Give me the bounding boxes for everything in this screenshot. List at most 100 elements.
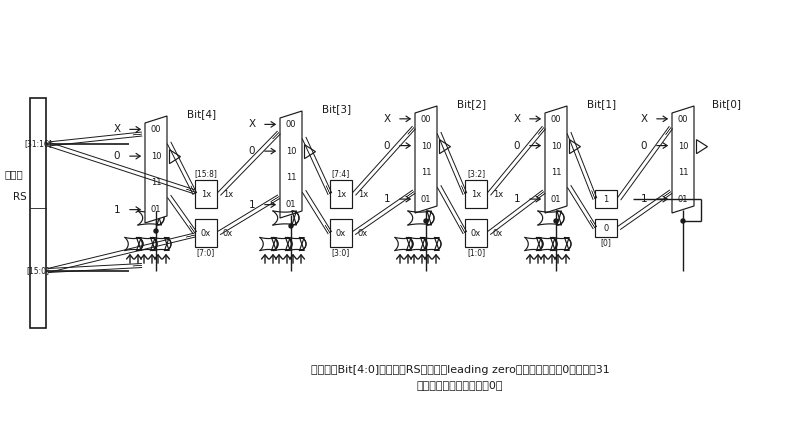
Polygon shape: [186, 235, 195, 237]
Polygon shape: [325, 225, 330, 233]
Text: 0x: 0x: [223, 228, 233, 237]
Text: Bit[4]: Bit[4]: [187, 109, 216, 119]
Circle shape: [289, 224, 293, 228]
Polygon shape: [666, 127, 671, 135]
Bar: [195, 219, 217, 247]
Polygon shape: [590, 220, 595, 228]
Bar: [595, 190, 617, 208]
Polygon shape: [570, 140, 581, 154]
Polygon shape: [133, 134, 142, 135]
Text: 1: 1: [604, 195, 608, 203]
Text: Bit[0]: Bit[0]: [712, 99, 741, 109]
Text: 01: 01: [421, 195, 431, 204]
Text: X: X: [514, 114, 521, 124]
Text: Bit[1]: Bit[1]: [587, 99, 616, 109]
Circle shape: [681, 219, 685, 223]
Text: 不允许寄存器中数据全为0！: 不允许寄存器中数据全为0！: [417, 380, 504, 390]
Polygon shape: [186, 189, 195, 192]
Text: 01: 01: [151, 205, 162, 214]
Text: 10: 10: [286, 147, 296, 156]
Text: 10: 10: [151, 151, 162, 161]
Text: X: X: [113, 124, 121, 135]
Text: 11: 11: [151, 179, 162, 187]
Polygon shape: [408, 127, 414, 134]
Text: 00: 00: [551, 115, 561, 124]
Polygon shape: [191, 186, 195, 194]
Text: Bit[3]: Bit[3]: [322, 104, 351, 114]
Text: 1x: 1x: [201, 190, 211, 198]
Polygon shape: [169, 150, 180, 164]
Polygon shape: [592, 190, 595, 199]
Text: 1x: 1x: [336, 190, 346, 198]
Text: Bit[2]: Bit[2]: [457, 99, 486, 109]
Polygon shape: [537, 192, 544, 197]
Text: [0]: [0]: [600, 239, 611, 247]
Text: 1x: 1x: [223, 190, 233, 198]
Bar: [330, 219, 352, 247]
Polygon shape: [407, 192, 414, 197]
Circle shape: [424, 219, 428, 223]
Text: 11: 11: [678, 168, 688, 177]
Text: 0: 0: [113, 151, 121, 161]
Text: [31:16]: [31:16]: [24, 140, 52, 148]
Polygon shape: [672, 106, 694, 213]
Text: 00: 00: [678, 115, 688, 124]
Text: 10: 10: [678, 142, 688, 151]
Text: 00: 00: [421, 115, 431, 124]
Text: 10: 10: [421, 142, 431, 151]
Text: 0x: 0x: [336, 228, 346, 237]
Text: 1: 1: [249, 200, 255, 210]
Text: [15:8]: [15:8]: [195, 170, 217, 179]
Text: 11: 11: [551, 168, 561, 177]
Text: 1x: 1x: [358, 190, 368, 198]
Polygon shape: [440, 140, 451, 154]
Text: 0x: 0x: [493, 228, 504, 237]
Text: 1: 1: [384, 194, 390, 204]
Text: [1:0]: [1:0]: [467, 248, 485, 258]
Bar: [465, 180, 487, 208]
Polygon shape: [273, 132, 279, 139]
Text: 1x: 1x: [493, 190, 504, 198]
Polygon shape: [462, 186, 465, 194]
Text: RS: RS: [13, 192, 27, 202]
Polygon shape: [280, 111, 302, 218]
Polygon shape: [663, 192, 671, 197]
Text: [7:0]: [7:0]: [197, 248, 215, 258]
Bar: [30, 98, 46, 328]
Text: 11: 11: [286, 173, 296, 182]
Polygon shape: [538, 127, 544, 135]
Bar: [330, 180, 352, 208]
Polygon shape: [460, 225, 465, 233]
Text: 寄存器: 寄存器: [5, 169, 24, 179]
Text: 10: 10: [551, 142, 561, 151]
Text: 0x: 0x: [201, 228, 211, 237]
Text: 0x: 0x: [471, 228, 481, 237]
Text: 1: 1: [514, 194, 520, 204]
Polygon shape: [326, 186, 330, 194]
Text: [7:4]: [7:4]: [332, 170, 350, 179]
Text: 1x: 1x: [471, 190, 481, 198]
Polygon shape: [415, 106, 437, 213]
Text: 1: 1: [641, 194, 647, 204]
Text: [3:2]: [3:2]: [467, 170, 485, 179]
Text: 00: 00: [151, 125, 162, 134]
Text: X: X: [641, 114, 648, 124]
Circle shape: [554, 219, 558, 223]
Text: 0: 0: [604, 223, 608, 233]
Text: [3:0]: [3:0]: [332, 248, 350, 258]
Bar: [595, 219, 617, 237]
Text: 01: 01: [286, 200, 296, 209]
Text: 0: 0: [249, 146, 255, 156]
Text: 00: 00: [286, 120, 296, 129]
Text: 1: 1: [113, 205, 121, 214]
Text: 0: 0: [641, 140, 647, 151]
Text: 0: 0: [514, 140, 520, 151]
Text: 0x: 0x: [358, 228, 368, 237]
Text: 01: 01: [678, 195, 688, 204]
Text: 最终得到Bit[4:0]即表示了RS寄存器中leading zero的个数，最小为0，最大为31: 最终得到Bit[4:0]即表示了RS寄存器中leading zero的个数，最小…: [310, 365, 609, 375]
Bar: [465, 219, 487, 247]
Polygon shape: [304, 145, 315, 159]
Text: 0: 0: [384, 140, 390, 151]
Polygon shape: [697, 140, 708, 154]
Polygon shape: [190, 225, 195, 233]
